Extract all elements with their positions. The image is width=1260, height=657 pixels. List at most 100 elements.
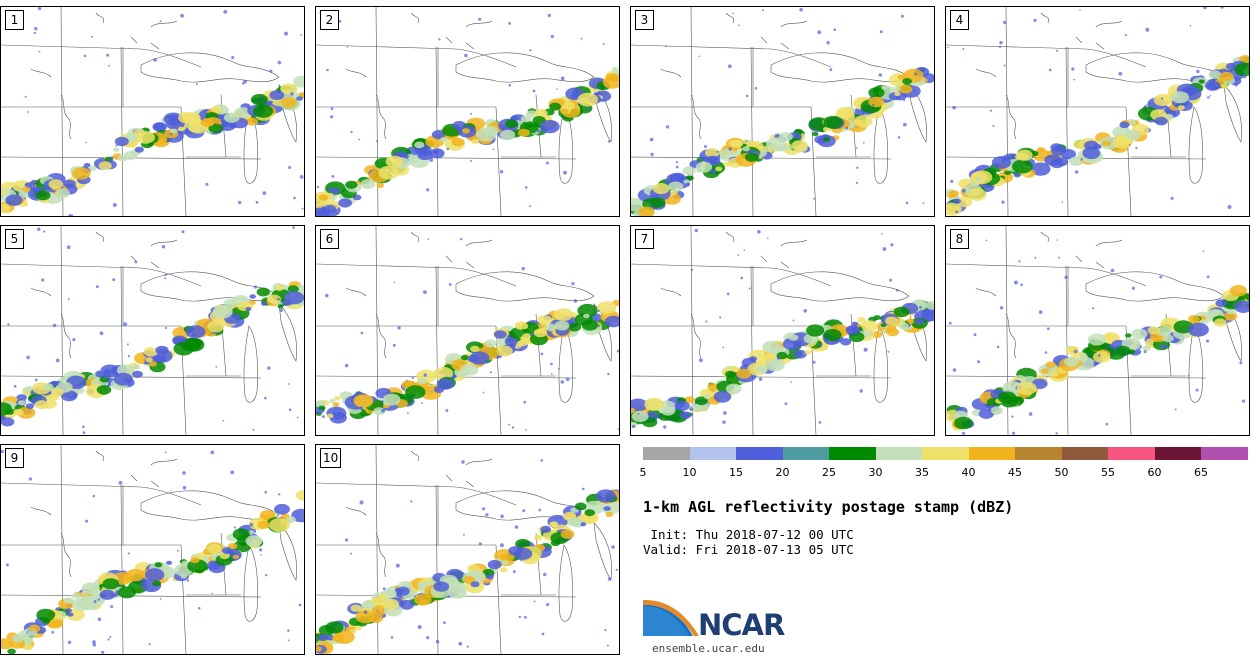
reflectivity-cell	[117, 155, 128, 162]
reflectivity-speck	[499, 170, 504, 174]
reflectivity-speck	[1061, 201, 1064, 203]
reflectivity-speck	[722, 346, 725, 349]
reflectivity-speck	[1001, 200, 1005, 204]
reflectivity-speck	[68, 214, 72, 216]
reflectivity-cell	[723, 161, 731, 167]
boundary-line	[316, 156, 577, 160]
colorbar-swatch	[1201, 447, 1248, 460]
reflectivity-cell	[682, 166, 696, 176]
reflectivity-cell	[166, 560, 173, 565]
reflectivity-speck	[889, 278, 893, 282]
reflectivity-cell	[725, 383, 742, 395]
reflectivity-speck	[1135, 146, 1138, 150]
boundary-line	[130, 36, 160, 50]
boundary-line	[1040, 12, 1049, 24]
reflectivity-speck	[896, 288, 899, 292]
colorbar-swatch	[829, 447, 876, 460]
reflectivity-cell	[285, 516, 296, 523]
reflectivity-speck	[1161, 97, 1164, 100]
reflectivity-cell	[871, 331, 883, 338]
reflectivity-speck	[262, 191, 267, 196]
reflectivity-cell	[778, 132, 793, 142]
reflectivity-speck	[560, 76, 565, 81]
reflectivity-speck	[902, 98, 906, 102]
boundary-line	[95, 12, 104, 24]
reflectivity-speck	[264, 396, 267, 400]
colorbar-swatch	[922, 447, 969, 460]
boundary-line	[780, 239, 808, 247]
reflectivity-speck	[67, 640, 72, 644]
reflectivity-cell	[604, 315, 619, 328]
reflectivity-cell	[1050, 143, 1063, 152]
reflectivity-cell	[554, 320, 570, 331]
reflectivity-cell	[509, 342, 516, 348]
reflectivity-speck	[210, 450, 215, 455]
reflectivity-cell	[170, 114, 179, 120]
reflectivity-speck	[296, 416, 299, 419]
reflectivity-speck	[252, 428, 255, 431]
reflectivity-cell	[86, 603, 98, 611]
colorbar-swatch	[1154, 447, 1201, 460]
member-number-label: 4	[950, 10, 969, 30]
reflectivity-speck	[93, 600, 97, 604]
boundary-line	[593, 522, 612, 581]
reflectivity-cell	[1188, 315, 1200, 323]
reflectivity-speck	[955, 210, 959, 214]
reflectivity-speck	[390, 636, 394, 639]
reflectivity-speck	[55, 358, 60, 363]
reflectivity-speck	[350, 130, 353, 134]
boundary-line	[690, 7, 694, 216]
reflectivity-cell	[183, 337, 205, 352]
reflectivity-speck	[259, 548, 263, 552]
reflectivity-speck	[92, 494, 96, 498]
reflectivity-speck	[902, 122, 907, 127]
reflectivity-cell	[755, 365, 768, 374]
boundary-line	[1188, 106, 1204, 184]
reflectivity-cell	[221, 547, 232, 554]
reflectivity-map	[1, 445, 304, 654]
reflectivity-speck	[66, 245, 71, 249]
colorbar-tick-label: 15	[729, 466, 743, 479]
reflectivity-cell	[971, 170, 993, 185]
reflectivity-cell	[583, 313, 590, 319]
reflectivity-speck	[460, 238, 463, 241]
boundary-line	[946, 263, 1147, 287]
reflectivity-map	[1, 226, 304, 435]
reflectivity-speck	[1128, 144, 1131, 146]
reflectivity-cell	[378, 593, 388, 600]
reflectivity-speck	[540, 459, 543, 462]
reflectivity-speck	[397, 326, 401, 330]
reflectivity-cell	[894, 91, 901, 97]
reflectivity-cell	[169, 128, 178, 134]
reflectivity-speck	[1110, 268, 1115, 273]
reflectivity-cell	[256, 287, 270, 297]
reflectivity-cell	[823, 329, 842, 342]
reflectivity-speck	[784, 402, 788, 405]
reflectivity-cell	[765, 137, 787, 151]
reflectivity-speck	[34, 378, 38, 382]
boundary-line	[690, 94, 702, 140]
reflectivity-speck	[543, 572, 547, 577]
reflectivity-cell	[638, 206, 655, 216]
reflectivity-speck	[170, 132, 173, 136]
reflectivity-speck	[1046, 327, 1050, 331]
reflectivity-cell	[1016, 381, 1037, 395]
reflectivity-cell	[1205, 80, 1221, 91]
reflectivity-speck	[36, 186, 40, 190]
reflectivity-speck	[1202, 250, 1205, 252]
reflectivity-cell	[154, 562, 163, 568]
reflectivity-speck	[508, 22, 511, 25]
reflectivity-speck	[758, 377, 763, 381]
boundary-line	[150, 20, 178, 28]
reflectivity-cell	[534, 109, 548, 118]
reflectivity-speck	[518, 615, 521, 619]
boundary-line	[140, 490, 280, 521]
reflectivity-cell	[269, 518, 290, 533]
reflectivity-speck	[448, 283, 452, 286]
reflectivity-cell	[562, 101, 575, 110]
reflectivity-cell	[287, 285, 299, 293]
reflectivity-cell	[249, 294, 256, 299]
member-number-label: 8	[950, 229, 969, 249]
reflectivity-cell	[881, 85, 888, 90]
reflectivity-cell	[71, 592, 81, 599]
